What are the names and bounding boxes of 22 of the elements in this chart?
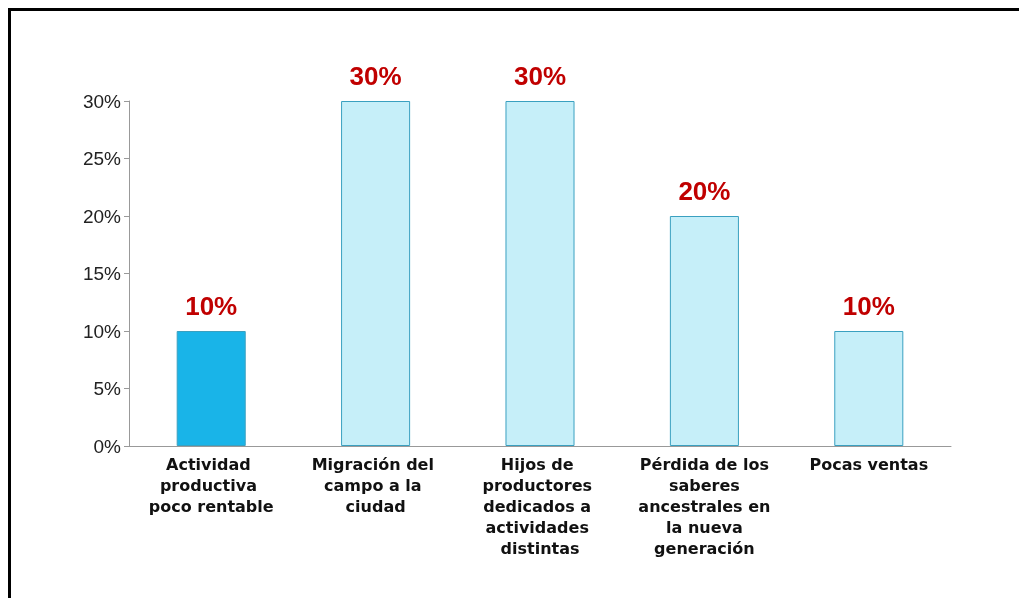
bar xyxy=(341,101,411,446)
data-label: 30% xyxy=(513,61,567,91)
data-label: 30% xyxy=(349,61,402,91)
x-tick-label: Pocas ventas xyxy=(809,455,929,474)
data-label: 10% xyxy=(842,291,895,321)
y-tick-label: 0% xyxy=(93,435,122,457)
y-tick-label: 10% xyxy=(82,320,122,342)
data-label: 20% xyxy=(678,176,731,206)
y-tick-label: 30% xyxy=(82,90,122,112)
y-tick-label: 15% xyxy=(82,263,122,284)
bar xyxy=(176,331,246,446)
x-tick-label: Migración del campo a la ciudad xyxy=(311,455,440,516)
x-tick-label: Pérdida de los saberes ancestrales en la nueva generación xyxy=(638,455,771,558)
bar xyxy=(834,331,904,446)
bar xyxy=(669,216,739,446)
bar xyxy=(505,101,575,446)
data-label: 10% xyxy=(185,291,238,321)
y-tick-label: 20% xyxy=(82,205,122,227)
x-tick-label: Hijos de productores dedicados a actividades distintas xyxy=(482,455,598,558)
x-tick-label: Actividad productiva poco rentable xyxy=(148,455,274,516)
y-tick-label: 25% xyxy=(82,148,122,169)
y-tick-label: 5% xyxy=(93,378,122,399)
